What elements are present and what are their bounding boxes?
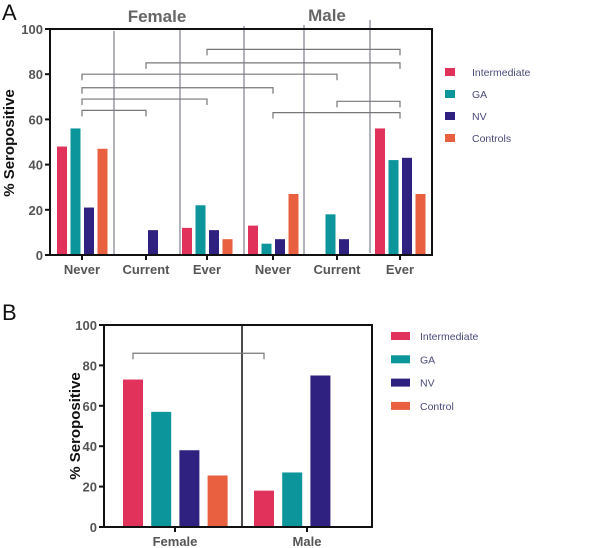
y-axis-label-b: % Seropositive bbox=[67, 372, 84, 480]
y-tick-label: 0 bbox=[36, 248, 43, 263]
x-tick-label-ever: Ever bbox=[193, 262, 221, 277]
legend-swatch-intermediate bbox=[445, 68, 455, 76]
bar-intermediate-3 bbox=[248, 225, 258, 255]
legend-swatch-intermediate bbox=[391, 332, 410, 340]
bar-nv-4 bbox=[339, 239, 349, 255]
y-tick-label: 100 bbox=[21, 22, 43, 37]
group-title-male: Male bbox=[308, 6, 346, 25]
bar-intermediate-1 bbox=[254, 490, 274, 527]
bar-ga-0 bbox=[151, 411, 172, 527]
y-tick-label: 60 bbox=[29, 112, 43, 127]
panel-label-a: A bbox=[2, 0, 17, 25]
y-tick-label: 80 bbox=[29, 67, 43, 82]
y-tick-label: 60 bbox=[83, 399, 97, 414]
legend-swatch-controls bbox=[445, 134, 455, 142]
bar-ga-0 bbox=[70, 128, 81, 255]
bar-nv-0 bbox=[84, 207, 94, 255]
y-tick-label: 40 bbox=[83, 439, 97, 454]
bar-nv-3 bbox=[275, 239, 285, 255]
x-tick-label-never: Never bbox=[255, 262, 291, 277]
bar-ga-4 bbox=[325, 214, 336, 255]
legend-label-intermediate: Intermediate bbox=[472, 67, 531, 79]
y-tick-label: 40 bbox=[29, 158, 43, 173]
panel-label-b: B bbox=[2, 300, 17, 325]
comparison-bracket bbox=[132, 352, 265, 360]
bar-intermediate-5 bbox=[375, 128, 385, 255]
comparison-bracket bbox=[336, 100, 401, 108]
chart-a: 0 20 40 60 80 100 Never Current Ever Never Current… bbox=[21, 20, 531, 277]
y-tick-label: 20 bbox=[29, 203, 43, 218]
bar-intermediate-0 bbox=[57, 146, 67, 255]
comparison-bracket bbox=[81, 87, 274, 94]
legend-swatch-ga bbox=[445, 90, 455, 98]
x-tick-label-ever: Ever bbox=[386, 262, 414, 277]
comparison-bracket bbox=[81, 98, 208, 106]
bar-nv-1 bbox=[310, 375, 331, 527]
axis-frame bbox=[103, 324, 373, 528]
bar-nv-2 bbox=[209, 230, 219, 255]
bar-controls-0 bbox=[97, 148, 108, 255]
bar-ga-1 bbox=[282, 472, 303, 527]
comparison-bracket bbox=[206, 48, 401, 56]
legend-label-nv: NV bbox=[420, 378, 435, 390]
x-tick-label-female: Female bbox=[153, 534, 198, 548]
comparison-bracket bbox=[145, 62, 401, 69]
x-tick-label-male: Male bbox=[293, 534, 322, 548]
y-tick-label: 0 bbox=[90, 520, 97, 535]
comparison-bracket bbox=[81, 73, 338, 81]
bar-ga-2 bbox=[195, 205, 206, 255]
legend-swatch-nv bbox=[445, 112, 455, 120]
bar-controls-5 bbox=[415, 193, 426, 255]
comparison-bracket bbox=[81, 109, 147, 117]
legend-swatch-ga bbox=[391, 355, 410, 364]
bar-ga-3 bbox=[261, 243, 272, 255]
y-tick-label: 80 bbox=[83, 358, 97, 373]
bar-intermediate-0 bbox=[123, 379, 143, 527]
legend-label-control: Control bbox=[420, 401, 454, 413]
legend-label-intermediate: Intermediate bbox=[420, 331, 479, 343]
legend-swatch-nv bbox=[391, 378, 410, 387]
comparison-bracket bbox=[272, 112, 401, 119]
bar-controls-3 bbox=[288, 193, 299, 255]
group-title-female: Female bbox=[128, 7, 187, 26]
y-tick-label: 100 bbox=[75, 318, 97, 333]
legend-swatch-control bbox=[391, 401, 410, 410]
x-tick-label-current: Current bbox=[123, 262, 171, 277]
axis-frame bbox=[49, 28, 433, 256]
chart-b: 0 20 40 60 80 100 Female Male Intermediate GA NV Co… bbox=[75, 318, 478, 548]
bar-controls-2 bbox=[222, 239, 233, 255]
legend-label-controls: Controls bbox=[472, 133, 511, 145]
bar-ga-5 bbox=[388, 160, 399, 255]
x-tick-label-never: Never bbox=[64, 262, 100, 277]
x-tick-label-current: Current bbox=[314, 262, 362, 277]
bar-intermediate-2 bbox=[182, 227, 192, 255]
y-tick-label: 20 bbox=[83, 480, 97, 495]
legend-label-nv: NV bbox=[472, 111, 487, 123]
bar-nv-0 bbox=[179, 450, 200, 527]
bar-nv-5 bbox=[402, 157, 412, 255]
y-axis-label-a: % Seropositive bbox=[1, 89, 18, 197]
legend-label-ga: GA bbox=[472, 89, 487, 101]
bar-control-0 bbox=[207, 475, 228, 527]
legend-label-ga: GA bbox=[420, 354, 435, 366]
bar-nv-1 bbox=[148, 230, 158, 255]
